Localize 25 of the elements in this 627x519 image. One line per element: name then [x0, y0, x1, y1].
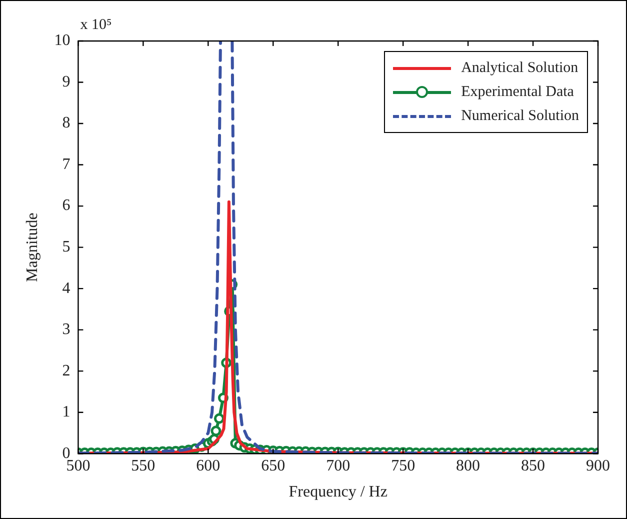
text: x 10⁵ — [80, 17, 112, 34]
x-tick-label: 500 — [66, 457, 90, 474]
x-tick-label: 650 — [261, 457, 286, 474]
y-tick-label: 7 — [62, 156, 70, 173]
y-tick-label: 5 — [62, 238, 70, 256]
x-axis-title: Frequency / Hz — [288, 484, 388, 501]
y-tick-label: 8 — [62, 114, 70, 132]
legend-label: Experimental Data — [461, 84, 574, 100]
y-axis-title: Magnitude — [24, 212, 41, 282]
x-tick-label: 850 — [521, 457, 546, 474]
x-tick-label: 700 — [326, 457, 350, 474]
x-tick-label: 600 — [196, 457, 220, 474]
x-tick-label: 900 — [586, 457, 610, 474]
x-tick-label: 800 — [456, 457, 480, 474]
y-tick-label: 2 — [62, 362, 70, 380]
y-tick-label: 9 — [62, 73, 70, 90]
y-tick-label: 3 — [62, 321, 70, 338]
y-tick-label: 1 — [62, 404, 70, 421]
y-tick-label: 6 — [62, 197, 70, 214]
legend-label: Numerical Solution — [461, 108, 579, 124]
y-tick-label: 10 — [54, 32, 70, 50]
legend-label: Analytical Solution — [461, 60, 578, 76]
y-tick-label: 4 — [62, 280, 70, 297]
x-tick-label: 750 — [391, 457, 416, 474]
x-tick-label: 550 — [131, 457, 156, 474]
